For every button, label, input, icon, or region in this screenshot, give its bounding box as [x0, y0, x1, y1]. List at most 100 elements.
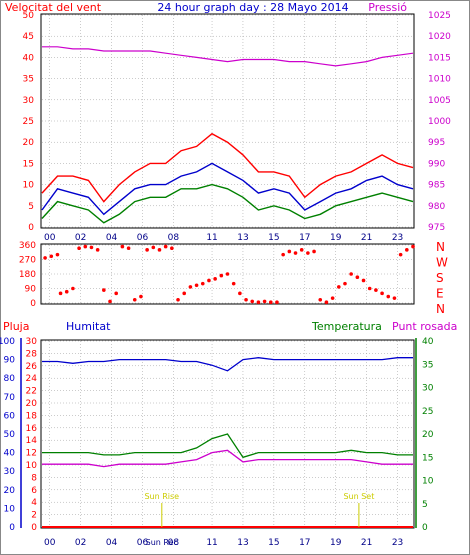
- direction-panel-frame: [40, 243, 415, 305]
- direction-point: [231, 281, 236, 286]
- right-axis-tick: 10: [422, 477, 434, 487]
- hour-label: 19: [330, 538, 342, 548]
- humidity-tick: 10: [4, 504, 16, 514]
- rain-label: Pluja: [3, 320, 29, 333]
- direction-point: [355, 275, 360, 280]
- humidity-tick: 80: [4, 374, 16, 384]
- pressure-tick: 1005: [428, 96, 451, 106]
- temperature-tick: 8: [31, 473, 37, 483]
- wind-tick: 50: [23, 11, 35, 21]
- direction-point: [293, 251, 298, 255]
- hour-label: 02: [75, 538, 86, 548]
- pressure-tick: 1010: [428, 75, 451, 85]
- direction-point: [157, 248, 162, 252]
- direction-point: [163, 244, 168, 249]
- compass-label: S: [436, 271, 444, 285]
- temperature-tick: 18: [26, 411, 38, 421]
- direction-point: [275, 300, 279, 304]
- direction-point: [170, 246, 174, 251]
- direction-point: [349, 272, 353, 276]
- direction-tick: 0: [30, 299, 36, 309]
- wind-low-line: [41, 183, 414, 224]
- direction-point: [102, 288, 106, 292]
- wind-tick: 20: [23, 138, 35, 148]
- hour-label: 23: [392, 538, 403, 548]
- hour-label: 11: [206, 538, 217, 548]
- humidity-tick: 20: [4, 486, 16, 496]
- pressure-tick: 980: [428, 202, 445, 212]
- pressure-tick: 985: [428, 181, 445, 191]
- wind-tick: 0: [28, 223, 34, 233]
- sun-rise-label: Sun Rise: [144, 492, 179, 501]
- direction-point: [55, 252, 60, 257]
- humidity-tick: 50: [4, 430, 16, 440]
- compass-label: N: [436, 302, 445, 316]
- humidity-tick: 90: [4, 356, 16, 366]
- direction-point: [126, 246, 131, 251]
- temperature-tick: 28: [26, 349, 38, 359]
- wind-axis-ticks: 0 5 10 15 20 25 30 35 40 45 50: [23, 11, 35, 233]
- hour-label: 21: [361, 233, 372, 243]
- wind-grid: [42, 14, 413, 228]
- direction-point: [238, 291, 242, 296]
- right-axis-tick: 25: [422, 407, 433, 417]
- direction-point: [250, 299, 255, 304]
- dewpoint-label: Punt rosada: [392, 320, 457, 333]
- direction-point: [114, 291, 118, 296]
- hour-label: 19: [330, 233, 342, 243]
- lower-series: [42, 357, 413, 528]
- hour-label: 00: [44, 538, 56, 548]
- temperature-tick: 24: [26, 374, 38, 384]
- direction-point: [268, 300, 273, 304]
- direction-point: [43, 256, 47, 260]
- pressure-line: [42, 46, 414, 67]
- hour-label: 06: [137, 538, 149, 548]
- temperature-tick: 26: [26, 362, 38, 372]
- humidity-tick: 100: [0, 337, 15, 347]
- direction-point: [89, 245, 94, 250]
- humidity-tick: 30: [4, 467, 16, 477]
- temperature-label: Temperatura: [311, 320, 382, 333]
- direction-point: [182, 291, 187, 296]
- wind-tick: 30: [23, 96, 35, 106]
- direction-tick: 270: [19, 256, 36, 266]
- temperature-tick: 6: [31, 486, 37, 496]
- temperature-tick: 20: [26, 399, 38, 409]
- direction-point: [207, 278, 211, 283]
- compass-label: W: [436, 256, 448, 270]
- wind-speed-label: Velocitat del vent: [5, 1, 102, 14]
- right-axis-tick: 30: [422, 384, 434, 394]
- direction-point: [398, 252, 403, 257]
- wind-gust-line: [41, 132, 414, 203]
- hour-label: 08: [168, 538, 180, 548]
- direction-point: [108, 299, 112, 304]
- hour-label: 21: [361, 538, 372, 548]
- direction-point: [380, 291, 384, 296]
- direction-point: [392, 296, 397, 300]
- pressure-label: Pressió: [368, 1, 407, 14]
- right-axis-tick: 0: [422, 523, 428, 533]
- direction-point: [95, 248, 100, 252]
- direction-points: [43, 244, 415, 304]
- direction-point: [49, 254, 54, 259]
- hour-label: 15: [268, 538, 279, 548]
- humidity-axis-ticks: 0 10 20 30 40 50 60 70 80 90 100: [0, 337, 15, 533]
- direction-point: [281, 252, 285, 257]
- direction-tick: 360: [19, 241, 36, 251]
- temperature-tick: 0: [31, 523, 37, 533]
- right-axis-tick: 15: [422, 453, 433, 463]
- hour-label: 00: [44, 233, 56, 243]
- hour-label: 04: [106, 538, 118, 548]
- direction-tick: 90: [25, 285, 37, 295]
- wind-hour-labels: 00 02 04 06 08 11 13 15 17 19 21 23: [44, 233, 403, 243]
- hour-label: 15: [268, 233, 279, 243]
- direction-point: [386, 294, 391, 299]
- wind-tick: 15: [23, 159, 34, 169]
- hour-label: 08: [168, 233, 180, 243]
- direction-point: [318, 297, 323, 302]
- hour-label: 06: [137, 233, 149, 243]
- direction-point: [64, 289, 69, 294]
- direction-point: [299, 248, 304, 252]
